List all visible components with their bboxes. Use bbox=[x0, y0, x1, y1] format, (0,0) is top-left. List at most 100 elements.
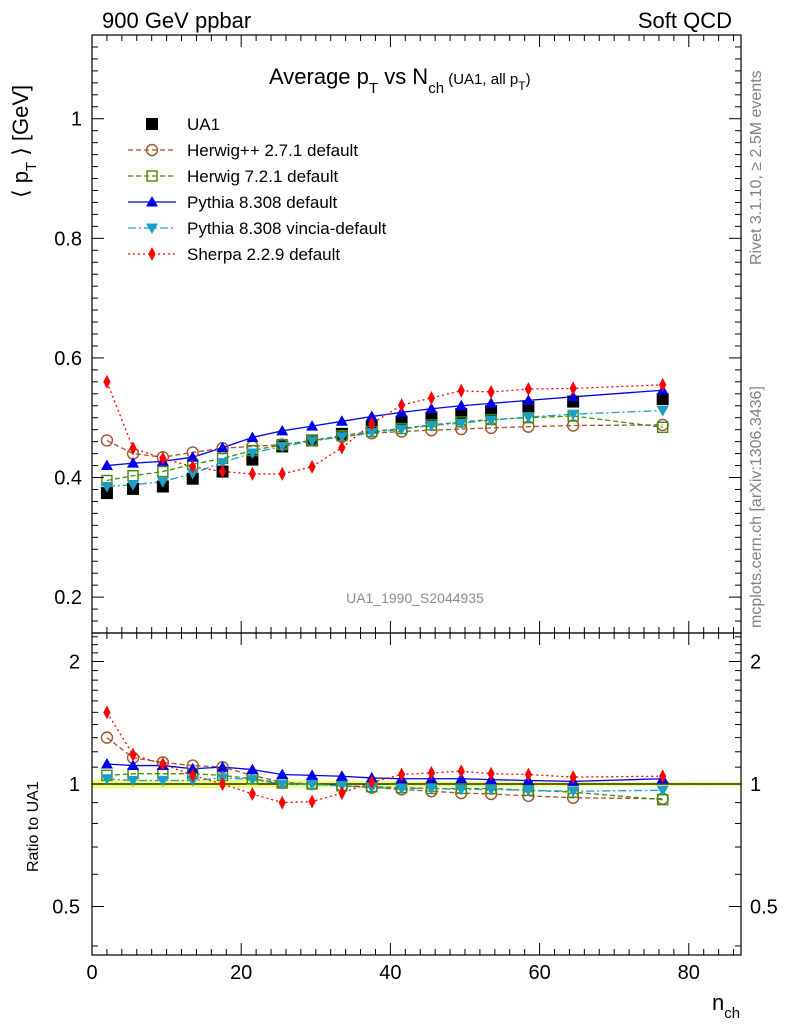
ratio-point-vincia-7 bbox=[306, 780, 319, 791]
main-point-vincia-14 bbox=[522, 412, 535, 424]
main-point-vincia-15 bbox=[567, 409, 580, 421]
main-point-sherpa-12 bbox=[457, 383, 465, 398]
header-right: Soft QCD bbox=[638, 8, 732, 33]
main-point-pythia-14 bbox=[522, 394, 535, 405]
main-point-sherpa-15 bbox=[569, 381, 577, 396]
chart-title: Average pT vs Nch (UA1, all pT) bbox=[269, 64, 531, 97]
ratio-point-vincia-12 bbox=[455, 784, 468, 796]
ratio-y-tick-label-right-2: 2 bbox=[750, 652, 761, 674]
ratio-point-vincia-13 bbox=[485, 784, 498, 796]
ratio-point-pythia-7 bbox=[306, 769, 319, 780]
ratio-point-vincia-11 bbox=[425, 783, 438, 795]
ratio-point-sherpa-8 bbox=[338, 786, 346, 801]
main-point-sherpa-14 bbox=[524, 382, 532, 397]
ratio-point-sherpa-12 bbox=[457, 764, 465, 779]
ratio-point-vincia-16 bbox=[656, 785, 669, 797]
main-point-sherpa-8 bbox=[338, 440, 346, 455]
legend-label-sherpa: Sherpa 2.2.9 default bbox=[187, 245, 340, 264]
main-line-herwigpp bbox=[106, 424, 663, 458]
ratio-point-sherpa-0 bbox=[103, 705, 111, 720]
main-point-sherpa-6 bbox=[278, 466, 286, 481]
ratio-point-sherpa-2 bbox=[159, 756, 167, 771]
main-point-vincia-12 bbox=[455, 418, 468, 430]
ratio-point-sherpa-5 bbox=[248, 786, 256, 801]
main-point-pythia-11 bbox=[425, 402, 438, 414]
ratio-point-sherpa-4 bbox=[218, 776, 227, 791]
ratio-point-vincia-14 bbox=[522, 785, 535, 797]
main-point-pythia-7 bbox=[306, 420, 319, 431]
legend-label-herwigpp: Herwig++ 2.7.1 default bbox=[187, 141, 358, 160]
ratio-point-pythia-6 bbox=[276, 768, 289, 780]
main-point-vincia-7 bbox=[306, 436, 319, 448]
main-point-herwigpp-0 bbox=[100, 434, 114, 447]
main-point-vincia-2 bbox=[156, 477, 169, 488]
main-point-herwig7-2 bbox=[157, 465, 169, 478]
legend: UA1 Herwig++ 2.7.1 default Herwig 7.2.1 de… bbox=[128, 115, 387, 264]
side-label-rivet: Rivet 3.1.10, ≥ 2.5M events bbox=[748, 70, 765, 265]
y-tick-label-1: 1 bbox=[71, 109, 82, 131]
ratio-point-vincia-0 bbox=[100, 774, 113, 785]
ratio-point-pythia-5 bbox=[246, 763, 259, 775]
side-label-mcplots: mcplots.cern.ch [arXiv:1306.3436] bbox=[748, 386, 765, 628]
main-point-pythia-0 bbox=[100, 459, 113, 471]
main-point-data-5 bbox=[246, 453, 259, 466]
main-point-vincia-16 bbox=[656, 406, 669, 417]
main-point-sherpa-3 bbox=[189, 459, 197, 474]
axes: 0 20 40 60 80 0.2 0.4 0.6 0.8 1 0.5 0.5 1 1 2 2 bbox=[52, 34, 778, 984]
ratio-y-tick-label-left-1: 1 bbox=[69, 774, 80, 796]
x-tick-label-20: 20 bbox=[230, 962, 252, 984]
ratio-point-sherpa-3 bbox=[189, 768, 197, 783]
legend-marker-pythia bbox=[146, 196, 158, 207]
main-point-pythia-9 bbox=[365, 410, 378, 422]
main-point-sherpa-2 bbox=[159, 451, 167, 466]
y-tick-label-0.4: 0.4 bbox=[54, 468, 82, 490]
main-point-pythia-1 bbox=[127, 457, 140, 468]
main-point-vincia-4 bbox=[216, 458, 229, 469]
main-point-pythia-15 bbox=[567, 390, 580, 402]
ratio-point-sherpa-13 bbox=[487, 766, 495, 781]
legend-label-data: UA1 bbox=[187, 115, 220, 134]
main-point-vincia-5 bbox=[246, 448, 259, 460]
main-point-pythia-13 bbox=[485, 397, 498, 408]
ratio-point-pythia-1 bbox=[127, 759, 140, 771]
main-point-sherpa-7 bbox=[308, 459, 316, 474]
main-point-pythia-3 bbox=[186, 451, 199, 462]
main-point-vincia-1 bbox=[127, 480, 140, 491]
main-point-vincia-9 bbox=[365, 428, 378, 439]
ratio-point-sherpa-1 bbox=[129, 747, 137, 762]
main-point-sherpa-10 bbox=[397, 398, 406, 413]
main-point-herwig7-16 bbox=[656, 421, 669, 433]
ratio-point-vincia-6 bbox=[276, 779, 289, 790]
x-tick-label-0: 0 bbox=[86, 962, 97, 984]
main-point-sherpa-4 bbox=[218, 464, 227, 479]
main-point-pythia-4 bbox=[216, 441, 229, 453]
ratio-point-vincia-10 bbox=[395, 783, 408, 795]
main-point-sherpa-5 bbox=[248, 466, 256, 481]
header-left: 900 GeV ppbar bbox=[102, 8, 251, 33]
main-point-pythia-12 bbox=[455, 399, 468, 411]
legend-marker-herwigpp bbox=[145, 143, 159, 157]
ratio-point-sherpa-14 bbox=[524, 767, 532, 782]
ratio-plot-frame bbox=[91, 632, 742, 956]
legend-marker-sherpa bbox=[148, 247, 156, 261]
main-line-pythia bbox=[106, 389, 663, 467]
main-point-vincia-3 bbox=[186, 468, 199, 480]
main-point-vincia-8 bbox=[335, 432, 348, 443]
main-point-data-0 bbox=[100, 487, 113, 500]
ratio-y-axis-label: Ratio to UA1 bbox=[25, 781, 42, 872]
main-point-vincia-10 bbox=[395, 424, 408, 436]
ratio-point-pythia-8 bbox=[335, 770, 348, 781]
x-tick-label-60: 60 bbox=[528, 962, 550, 984]
legend-label-vincia: Pythia 8.308 vincia-default bbox=[187, 219, 387, 238]
ratio-line-sherpa bbox=[106, 712, 663, 804]
ratio-point-sherpa-15 bbox=[569, 770, 577, 785]
ratio-point-pythia-3 bbox=[186, 762, 199, 774]
ratio-point-sherpa-16 bbox=[659, 769, 667, 784]
main-point-vincia-11 bbox=[425, 420, 438, 432]
legend-label-pythia: Pythia 8.308 default bbox=[187, 193, 338, 212]
y-tick-label-0.8: 0.8 bbox=[54, 228, 82, 250]
main-point-sherpa-0 bbox=[103, 374, 111, 389]
ratio-point-sherpa-9 bbox=[368, 775, 376, 790]
ratio-point-sherpa-10 bbox=[397, 767, 406, 782]
